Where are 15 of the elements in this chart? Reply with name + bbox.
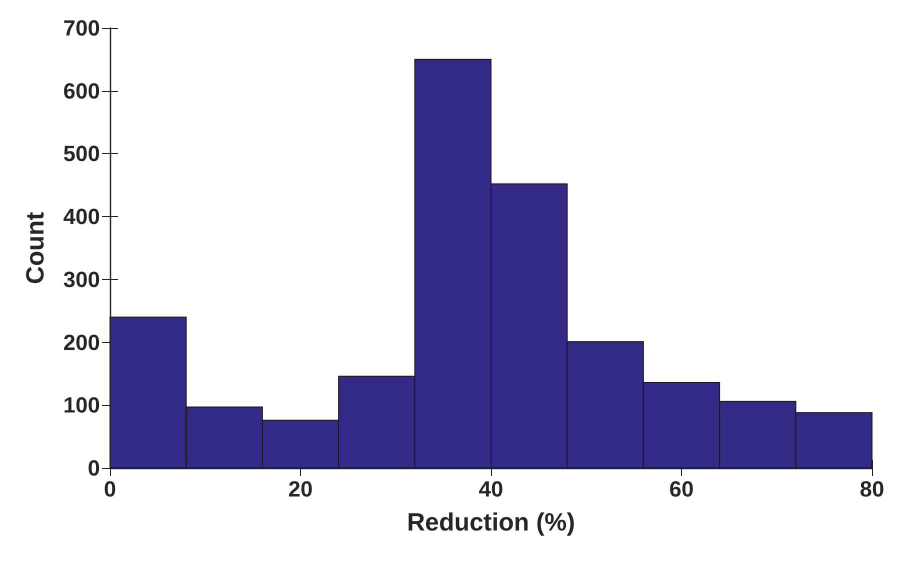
y-tick-label: 100 (63, 392, 100, 418)
x-axis-title: Reduction (%) (406, 508, 576, 536)
y-tick-label: 0 (88, 456, 100, 480)
x-tick-label: 0 (104, 476, 116, 502)
y-axis-title: Count (22, 211, 50, 284)
x-tick-label: 40 (478, 476, 504, 502)
y-tick-label: 700 (63, 16, 100, 40)
x-tick-label: 60 (669, 476, 694, 502)
y-tick-label: 600 (63, 78, 100, 104)
y-tick-label: 400 (63, 204, 100, 230)
x-tick-label: 20 (288, 476, 313, 502)
x-tick-label: 80 (860, 476, 884, 502)
y-tick-label: 500 (63, 141, 100, 166)
y-tick-label: 200 (63, 330, 100, 355)
y-tick-label: 300 (63, 266, 100, 292)
